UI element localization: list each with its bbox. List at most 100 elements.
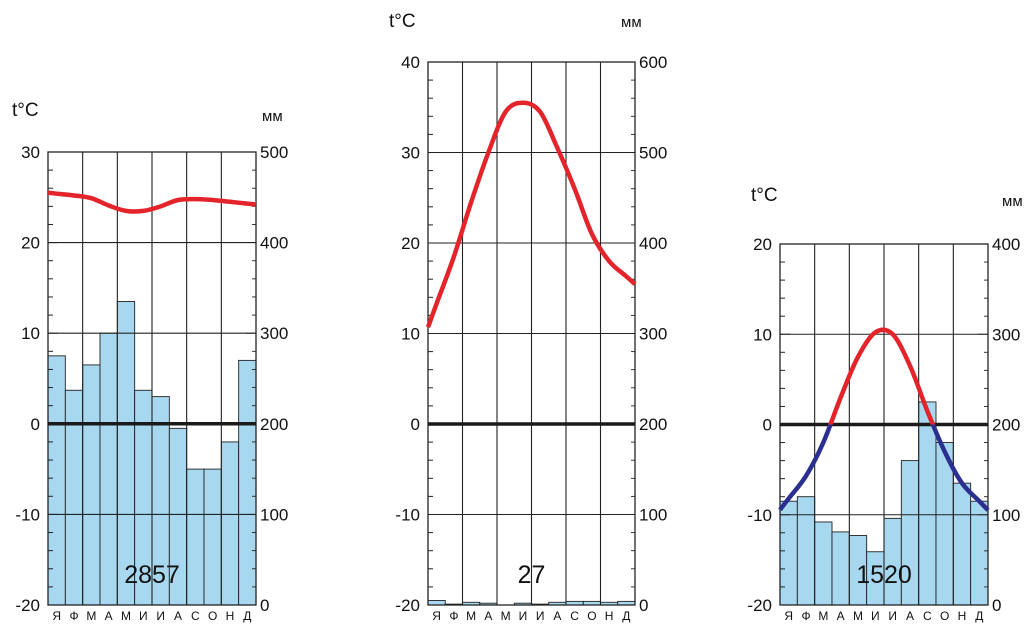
- month-label: О: [940, 609, 949, 623]
- precipitation-unit-label: мм: [262, 108, 283, 125]
- precip-tick-label: 300: [260, 324, 288, 343]
- month-label: А: [484, 609, 492, 623]
- month-label: И: [519, 609, 528, 623]
- temp-tick-label: -10: [15, 505, 40, 524]
- precip-tick-label: 100: [260, 505, 288, 524]
- temp-tick-label: 20: [401, 234, 420, 253]
- temperature-unit-label: t°C: [751, 185, 778, 206]
- precip-bar: [116, 301, 136, 606]
- month-label: М: [86, 609, 96, 623]
- precip-bar: [47, 355, 66, 606]
- month-label: И: [536, 609, 545, 623]
- precip-bar: [427, 600, 446, 606]
- precip-bar: [186, 468, 205, 606]
- temp-tick-label: 30: [21, 143, 40, 162]
- month-label: С: [923, 609, 932, 623]
- precip-tick-label: 200: [992, 416, 1020, 435]
- temperature-curve: [425, 100, 637, 328]
- month-label: Я: [432, 609, 441, 623]
- temperature-unit-label: t°C: [12, 100, 39, 121]
- precip-tick-label: 200: [639, 415, 667, 434]
- temp-tick-label: -20: [395, 596, 420, 615]
- temp-tick-label: 0: [31, 415, 40, 434]
- precip-bar: [970, 500, 989, 606]
- precip-tick-label: 0: [639, 596, 648, 615]
- precip-tick-label: 600: [639, 53, 667, 72]
- precip-tick-label: 400: [639, 234, 667, 253]
- month-label: А: [174, 609, 182, 623]
- month-label: Ф: [801, 609, 810, 623]
- annual-precipitation-label: 2857: [124, 561, 180, 589]
- month-label: И: [156, 609, 165, 623]
- temp-tick-label: 30: [401, 144, 420, 163]
- temperature-curve-positive: [828, 327, 936, 425]
- annual-precipitation-label: 27: [518, 561, 546, 589]
- temp-tick-label: 40: [401, 53, 420, 72]
- temp-tick-label: -10: [395, 506, 420, 525]
- precip-tick-label: 500: [639, 144, 667, 163]
- month-label: С: [191, 609, 200, 623]
- precip-tick-label: 300: [639, 325, 667, 344]
- temp-tick-label: -20: [747, 596, 772, 615]
- precip-tick-label: 400: [992, 235, 1020, 254]
- precipitation-unit-label: мм: [621, 14, 642, 31]
- month-label: Я: [52, 609, 61, 623]
- precip-tick-label: 200: [260, 415, 288, 434]
- month-label: Ф: [69, 609, 78, 623]
- month-label: Н: [605, 609, 614, 623]
- precip-bar: [952, 482, 972, 606]
- precip-tick-label: 0: [260, 596, 269, 615]
- month-label: Д: [975, 609, 983, 623]
- month-label: Д: [243, 609, 251, 623]
- month-label: И: [139, 609, 148, 623]
- temp-tick-label: 0: [763, 416, 772, 435]
- temp-tick-label: 10: [753, 325, 772, 344]
- precip-tick-label: 100: [639, 506, 667, 525]
- month-label: М: [121, 609, 131, 623]
- temp-tick-label: -10: [747, 506, 772, 525]
- month-label: И: [888, 609, 897, 623]
- precip-bar: [814, 521, 833, 606]
- temperature-curve: [47, 190, 257, 214]
- temp-tick-label: 20: [753, 235, 772, 254]
- precip-bar: [831, 531, 850, 606]
- precip-bar: [918, 401, 937, 606]
- annual-precipitation-label: 1520: [856, 561, 912, 589]
- temperature-curve-negative: [778, 424, 990, 512]
- precipitation-unit-label: мм: [1002, 193, 1023, 210]
- temperature-unit-label: t°C: [389, 11, 416, 32]
- month-label: О: [208, 609, 217, 623]
- month-label: М: [501, 609, 511, 623]
- precip-tick-label: 100: [992, 506, 1020, 525]
- month-label: Н: [226, 609, 235, 623]
- precip-tick-label: 400: [260, 234, 288, 253]
- precip-bar: [238, 359, 257, 606]
- precip-bar: [779, 500, 798, 606]
- month-label: М: [818, 609, 828, 623]
- precip-tick-label: 300: [992, 325, 1020, 344]
- month-label: Д: [622, 609, 630, 623]
- temp-tick-label: 10: [401, 325, 420, 344]
- month-label: Н: [958, 609, 967, 623]
- temp-tick-label: 0: [411, 415, 420, 434]
- month-label: О: [587, 609, 596, 623]
- precip-bar: [82, 364, 101, 606]
- temp-tick-label: 20: [21, 234, 40, 253]
- month-label: Я: [784, 609, 793, 623]
- precip-bar: [203, 468, 222, 606]
- month-label: А: [837, 609, 845, 623]
- month-label: А: [105, 609, 113, 623]
- precip-bar: [99, 332, 118, 606]
- precip-tick-label: 500: [260, 143, 288, 162]
- month-label: И: [871, 609, 880, 623]
- temp-tick-label: 10: [21, 324, 40, 343]
- month-label: Ф: [449, 609, 458, 623]
- temp-tick-label: -20: [15, 596, 40, 615]
- precip-tick-label: 0: [992, 596, 1001, 615]
- month-label: С: [570, 609, 579, 623]
